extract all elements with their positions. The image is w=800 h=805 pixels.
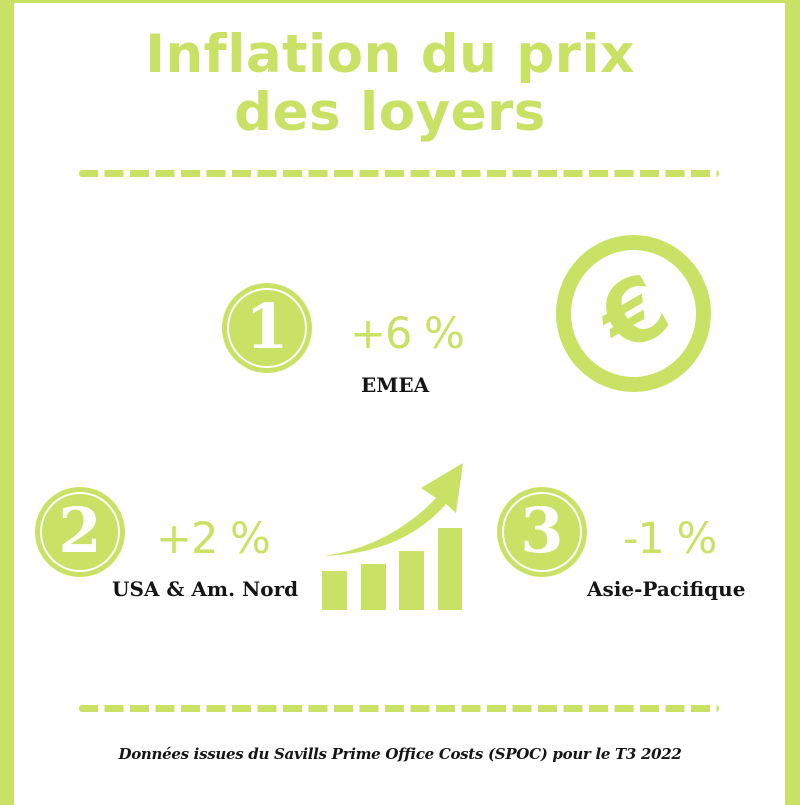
rank-badge-2: 2 — [35, 487, 125, 577]
growth-bar-2 — [361, 564, 386, 610]
title-line-2: des loyers — [234, 82, 546, 143]
rank-badge-1: 1 — [222, 283, 312, 373]
bar-chart-growth-icon — [322, 463, 463, 610]
rank-number: 3 — [520, 494, 564, 567]
rank-number: 2 — [58, 494, 102, 567]
source-note: Données issues du Savills Prime Office C… — [118, 745, 682, 763]
rank-number: 1 — [245, 290, 289, 363]
euro-symbol: € — [580, 253, 686, 373]
region-name-usa: USA & Am. Nord — [112, 577, 299, 601]
title-line-1: Inflation du prix — [145, 24, 635, 85]
euro-icon: € — [556, 235, 711, 392]
rank-badge-3: 3 — [497, 487, 587, 577]
frame-right-border — [785, 0, 800, 805]
change-value-apac: -1 % — [623, 514, 717, 564]
divider-top — [79, 170, 719, 177]
page-title: Inflation du prix des loyers — [0, 26, 780, 142]
region-name-emea: EMEA — [361, 373, 430, 397]
frame-top-border — [0, 0, 800, 3]
growth-arrow — [324, 463, 463, 556]
growth-bar-3 — [399, 551, 424, 610]
growth-bar-1 — [322, 571, 347, 610]
change-value-emea: +6 % — [350, 309, 465, 359]
divider-bottom — [79, 705, 719, 712]
growth-bar-4 — [438, 528, 462, 610]
change-value-usa: +2 % — [156, 514, 271, 564]
region-name-apac: Asie-Pacifique — [587, 577, 746, 601]
frame-left-border — [0, 0, 14, 805]
